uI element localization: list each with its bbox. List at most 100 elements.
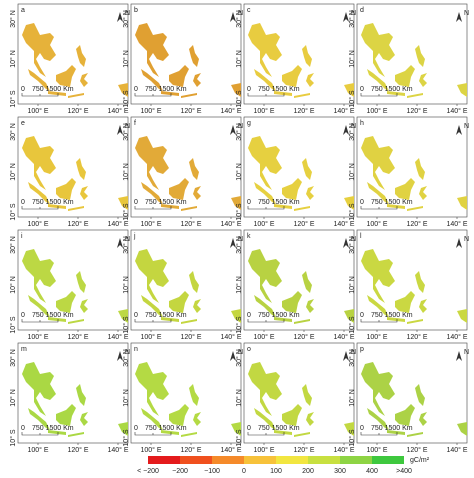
panel-label: m xyxy=(21,346,27,353)
y-axis-label: 10° S xyxy=(235,90,243,108)
panel-label: g xyxy=(247,120,251,127)
panel-label: p xyxy=(360,346,364,353)
scale-label: 750 1500 Km xyxy=(145,425,187,432)
scale-bar xyxy=(21,432,59,436)
y-axis-label: 10° S xyxy=(122,429,130,447)
scale-bar xyxy=(134,319,172,323)
north-arrow xyxy=(230,351,236,361)
scale-label: 750 1500 Km xyxy=(371,312,413,319)
x-axis-label: 100° E xyxy=(27,333,48,341)
y-axis-label: 10° S xyxy=(235,429,243,447)
north-label: N xyxy=(125,236,130,243)
panel-label: k xyxy=(247,233,251,240)
panel-label: j xyxy=(133,233,136,240)
y-axis-label: 30° N xyxy=(9,236,17,254)
scale-label: 0 xyxy=(247,86,251,93)
y-axis-label: 10° N xyxy=(348,50,356,68)
north-arrow xyxy=(117,125,123,135)
map-panel: i N 0 750 1500 Km 100° E 120° E 140° E 30° N 10°… xyxy=(9,229,130,341)
legend-unit: gC/m² xyxy=(410,457,430,464)
x-axis-label: 140° E xyxy=(446,107,467,115)
scale-label: 0 xyxy=(360,199,364,206)
panel-label: d xyxy=(360,7,364,14)
scale-label: 0 xyxy=(360,86,364,93)
x-axis-label: 140° E xyxy=(107,107,128,115)
legend-swatch xyxy=(340,456,372,464)
scale-bar xyxy=(247,93,285,97)
scale-label: 0 xyxy=(134,312,138,319)
x-axis-label: 120° E xyxy=(180,446,201,454)
map-panel: m N 0 750 1500 Km 100° E 120° E 140° E 30° N 10°… xyxy=(9,342,130,454)
scale-label: 750 1500 Km xyxy=(32,86,74,93)
north-arrow xyxy=(456,351,462,361)
y-axis-label: 10° S xyxy=(122,316,130,334)
x-axis-label: 120° E xyxy=(293,107,314,115)
scale-label: 0 xyxy=(134,425,138,432)
x-axis-label: 140° E xyxy=(220,446,241,454)
x-axis-label: 100° E xyxy=(140,107,161,115)
legend-label: 400 xyxy=(366,468,378,475)
panel-label: a xyxy=(21,7,25,14)
scale-bar xyxy=(360,206,398,210)
y-axis-label: 30° N xyxy=(122,236,130,254)
scale-label: 750 1500 Km xyxy=(145,199,187,206)
north-label: N xyxy=(238,123,243,130)
scale-label: 0 xyxy=(21,312,25,319)
legend-swatch xyxy=(244,456,276,464)
scale-label: 0 xyxy=(134,199,138,206)
y-axis-label: 10° N xyxy=(348,389,356,407)
y-axis-label: 10° N xyxy=(122,389,130,407)
y-axis-label: 10° S xyxy=(9,90,17,108)
x-axis-label: 120° E xyxy=(67,107,88,115)
legend-label: 300 xyxy=(334,468,346,475)
north-arrow xyxy=(117,12,123,22)
north-label: N xyxy=(351,349,356,356)
y-axis-label: 10° N xyxy=(122,276,130,294)
y-axis-label: 30° N xyxy=(348,10,356,28)
scale-label: 0 xyxy=(247,199,251,206)
scale-label: 0 xyxy=(21,199,25,206)
scale-label: 750 1500 Km xyxy=(258,86,300,93)
scale-bar xyxy=(247,319,285,323)
x-axis-label: 100° E xyxy=(253,107,274,115)
scale-bar xyxy=(134,432,172,436)
scale-bar xyxy=(247,206,285,210)
scale-label: 750 1500 Km xyxy=(371,199,413,206)
scale-bar xyxy=(21,319,59,323)
y-axis-label: 10° N xyxy=(235,50,243,68)
x-axis-label: 120° E xyxy=(293,446,314,454)
x-axis-label: 100° E xyxy=(366,107,387,115)
north-arrow xyxy=(456,238,462,248)
north-label: N xyxy=(125,123,130,130)
panel-label: o xyxy=(247,346,251,353)
north-label: N xyxy=(464,10,469,17)
y-axis-label: 10° S xyxy=(348,90,356,108)
north-label: N xyxy=(238,349,243,356)
y-axis-label: 30° N xyxy=(348,236,356,254)
y-axis-label: 10° S xyxy=(348,203,356,221)
scale-label: 0 xyxy=(360,425,364,432)
x-axis-label: 140° E xyxy=(107,333,128,341)
panel-label: i xyxy=(21,233,23,240)
x-axis-label: 100° E xyxy=(27,220,48,228)
north-arrow xyxy=(230,12,236,22)
scale-label: 0 xyxy=(247,312,251,319)
y-axis-label: 10° N xyxy=(9,389,17,407)
scale-bar xyxy=(21,93,59,97)
scale-label: 750 1500 Km xyxy=(145,86,187,93)
scale-label: 0 xyxy=(360,312,364,319)
x-axis-label: 120° E xyxy=(67,333,88,341)
x-axis-label: 100° E xyxy=(27,107,48,115)
x-axis-label: 140° E xyxy=(107,220,128,228)
x-axis-label: 120° E xyxy=(406,446,427,454)
x-axis-label: 140° E xyxy=(446,333,467,341)
y-axis-label: 10° N xyxy=(348,163,356,181)
y-axis-label: 30° N xyxy=(122,123,130,141)
